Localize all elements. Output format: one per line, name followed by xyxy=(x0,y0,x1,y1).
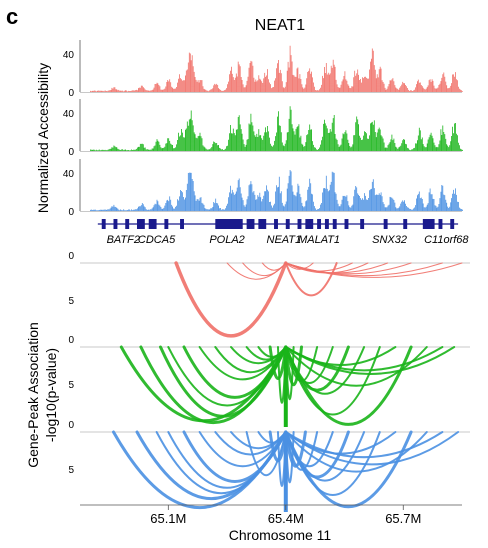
gene-block xyxy=(325,219,329,229)
gene-block xyxy=(164,219,168,229)
association-arc xyxy=(176,263,286,336)
association-y-tick-label: 5 xyxy=(68,380,74,391)
association-y-axis-title-line2: -log10(p-value) xyxy=(43,348,59,442)
panel-letter: c xyxy=(6,4,18,29)
accessibility-y-tick-label: 40 xyxy=(63,50,75,61)
gene-block xyxy=(403,219,407,229)
accessibility-y-axis-title: Normalized Accessibility xyxy=(35,63,51,213)
accessibility-area-green xyxy=(90,106,463,151)
gene-block xyxy=(317,219,321,229)
gene-block xyxy=(286,219,290,229)
gene-label-c11orf68: C11orf68 xyxy=(424,234,469,246)
association-arc xyxy=(286,347,427,386)
association-group-red: 05 xyxy=(68,251,470,336)
gene-block xyxy=(274,219,278,229)
x-tick-label: 65.7M xyxy=(385,511,421,526)
gene-block xyxy=(137,219,145,229)
accessibility-area-blue xyxy=(90,170,463,211)
gene-block xyxy=(305,219,313,229)
x-tick-label: 65.1M xyxy=(150,511,186,526)
accessibility-y-tick-label: 0 xyxy=(68,147,74,158)
gene-block xyxy=(247,219,255,229)
gene-label-pola2: POLA2 xyxy=(209,234,244,246)
association-y-tick-label: 0 xyxy=(68,420,74,431)
accessibility-track-green: 0 40 xyxy=(63,99,463,158)
gene-label-cdca5: CDCA5 xyxy=(138,234,176,246)
gene-block xyxy=(439,219,443,229)
anchor-stem xyxy=(284,432,288,512)
association-arc xyxy=(286,347,443,370)
gene-block xyxy=(113,219,117,229)
accessibility-track-blue: 0 40 xyxy=(63,159,463,218)
anchor-stem xyxy=(284,347,288,427)
accessibility-y-tick-label: 0 xyxy=(68,88,74,99)
gene-block xyxy=(450,219,454,229)
association-y-axis-title-line1: Gene-Peak Association xyxy=(25,322,41,468)
gene-block xyxy=(345,219,349,229)
gene-block xyxy=(384,219,388,229)
gene-block xyxy=(125,219,129,229)
association-group-green: 05 xyxy=(68,335,470,427)
gene-block xyxy=(180,219,184,229)
chart-title: NEAT1 xyxy=(255,17,305,34)
x-tick-label: 65.4M xyxy=(268,511,304,526)
gene-block xyxy=(298,219,302,229)
association-arc xyxy=(286,432,458,464)
accessibility-area-red xyxy=(90,46,463,92)
association-y-tick-label: 0 xyxy=(68,251,74,262)
gene-block xyxy=(423,219,435,229)
association-y-tick-label: 5 xyxy=(68,296,74,307)
gene-label-snx32: SNX32 xyxy=(372,234,407,246)
x-axis-title: Chromosome 11 xyxy=(229,527,332,543)
accessibility-y-tick-label: 0 xyxy=(68,207,74,218)
gene-block xyxy=(258,219,266,229)
x-axis: 65.1M 65.4M 65.7M xyxy=(80,505,462,526)
gene-block xyxy=(149,219,157,229)
gene-block xyxy=(360,219,364,229)
accessibility-track-red: 0 40 xyxy=(63,40,463,99)
gene-block xyxy=(215,219,242,229)
gene-label-malat1: MALAT1 xyxy=(298,234,340,246)
accessibility-y-tick-label: 40 xyxy=(63,109,75,120)
gene-label-neat1: NEAT1 xyxy=(267,234,302,246)
association-y-tick-label: 0 xyxy=(68,335,74,346)
accessibility-tracks: 0 40 0 40 0 40 xyxy=(63,40,463,218)
accessibility-y-tick-label: 40 xyxy=(63,169,75,180)
association-y-tick-label: 5 xyxy=(68,465,74,476)
gene-block xyxy=(333,219,337,229)
gene-block xyxy=(102,219,106,229)
gene-label-batf2: BATF2 xyxy=(107,234,140,246)
association-group-blue: 05 xyxy=(68,420,470,512)
